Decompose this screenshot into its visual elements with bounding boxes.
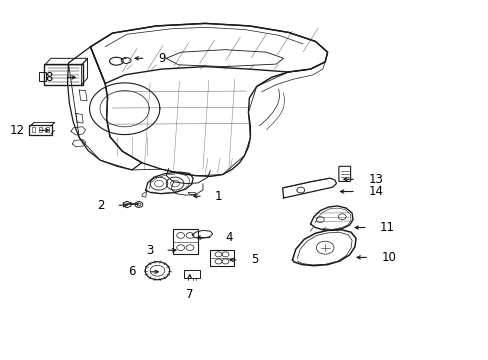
Text: 3: 3 bbox=[145, 244, 153, 257]
Text: 13: 13 bbox=[367, 173, 382, 186]
Text: 14: 14 bbox=[367, 185, 383, 198]
Text: 7: 7 bbox=[185, 288, 193, 301]
Text: 11: 11 bbox=[379, 221, 394, 234]
Text: 4: 4 bbox=[224, 231, 232, 244]
Text: 5: 5 bbox=[250, 253, 258, 266]
Text: 10: 10 bbox=[381, 251, 395, 264]
Bar bbox=[32, 127, 35, 132]
Text: 6: 6 bbox=[128, 265, 135, 278]
Text: 2: 2 bbox=[97, 199, 104, 212]
Text: 9: 9 bbox=[158, 52, 165, 65]
Text: 8: 8 bbox=[45, 71, 52, 84]
Text: 12: 12 bbox=[9, 124, 24, 137]
Bar bbox=[46, 127, 49, 132]
Bar bbox=[39, 127, 42, 132]
Text: 1: 1 bbox=[215, 190, 222, 203]
